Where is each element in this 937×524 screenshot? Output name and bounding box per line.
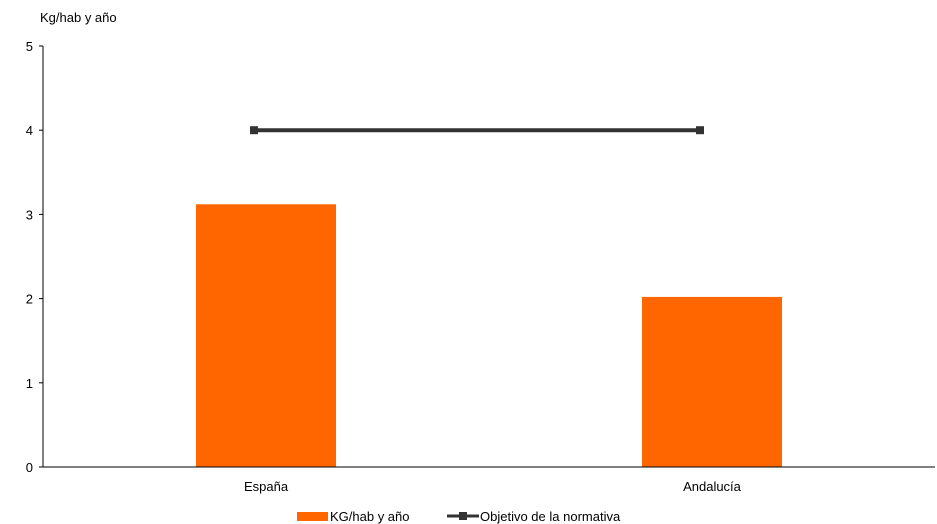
bar-series: [196, 204, 782, 467]
legend-bar-swatch: [297, 512, 328, 521]
y-tick-label: 2: [26, 292, 33, 307]
y-axis-ticks: 0 1 2 3 4 5: [26, 39, 43, 475]
target-line-series: [250, 126, 704, 135]
x-axis-ticks: España Andalucía: [244, 479, 742, 494]
target-point-1: [696, 126, 704, 135]
y-tick-label: 5: [26, 39, 33, 54]
y-tick-label: 0: [26, 460, 33, 475]
y-tick-label: 4: [26, 123, 33, 138]
target-point-0: [250, 126, 258, 135]
legend-bar-label: KG/hab y año: [330, 509, 410, 524]
y-tick-label: 3: [26, 207, 33, 222]
legend-line-label: Objetivo de la normativa: [480, 509, 621, 524]
y-axis-title: Kg/hab y año: [40, 10, 117, 25]
x-tick-label: España: [244, 479, 289, 494]
bar-0: [196, 204, 336, 467]
legend-line-marker: [459, 512, 467, 520]
axes: [42, 46, 935, 468]
bar-1: [642, 296, 782, 467]
legend: KG/hab y año Objetivo de la normativa: [297, 509, 621, 524]
x-tick-label: Andalucía: [683, 479, 742, 494]
y-tick-label: 1: [26, 376, 33, 391]
